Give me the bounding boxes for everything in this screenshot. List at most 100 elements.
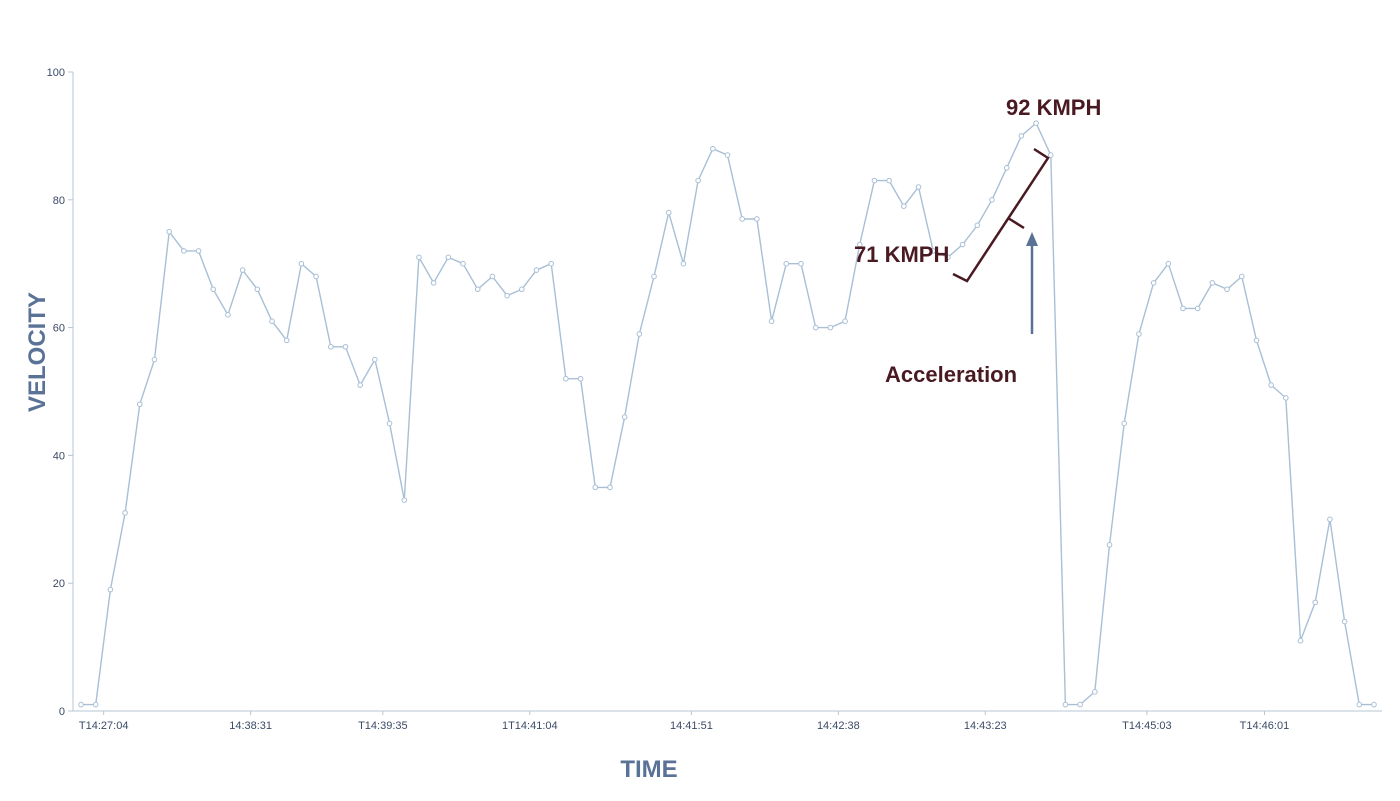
series-layer <box>78 120 1377 708</box>
data-point <box>651 273 657 280</box>
data-point <box>239 267 246 273</box>
data-point <box>533 267 540 273</box>
x-tick-label: T14:46:01 <box>1240 720 1290 732</box>
data-point <box>342 343 349 350</box>
data-point <box>842 318 848 325</box>
data-point <box>92 701 99 708</box>
data-point <box>460 260 466 267</box>
data-point <box>1018 133 1025 139</box>
x-axis-title: TIME <box>620 756 677 783</box>
data-point <box>151 356 158 363</box>
data-point <box>1194 305 1201 312</box>
data-point <box>724 152 731 158</box>
data-point <box>372 356 378 363</box>
data-point <box>783 260 790 267</box>
data-point <box>386 420 393 427</box>
data-point <box>181 248 187 254</box>
data-point <box>695 177 701 184</box>
x-tick-label: 14:41:51 <box>670 720 713 732</box>
data-point <box>915 184 922 190</box>
axes <box>72 72 1382 712</box>
data-point <box>563 375 569 382</box>
data-point <box>871 177 878 184</box>
data-point <box>901 203 907 209</box>
data-point <box>739 216 745 222</box>
data-point <box>768 318 775 325</box>
data-point <box>445 254 452 261</box>
x-tick-label: T14:27:04 <box>79 720 129 732</box>
data-point <box>269 318 275 325</box>
data-point <box>136 401 143 408</box>
y-tick-label: 60 <box>53 323 65 335</box>
data-point <box>1356 701 1363 708</box>
data-point <box>298 260 305 267</box>
data-point <box>886 177 892 184</box>
data-point <box>1224 286 1230 293</box>
x-axis-ticks: T14:27:04 14:38:31 T14:39:35 1T14:41:04 14:4… <box>79 711 1289 732</box>
data-point <box>989 197 995 203</box>
data-point <box>680 260 687 267</box>
data-point <box>665 209 672 216</box>
data-point <box>1268 382 1274 388</box>
peak-velocity-label: 92 KMPH <box>1006 95 1101 120</box>
x-tick-label: T14:45:03 <box>1122 720 1172 732</box>
x-tick-label: 14:42:38 <box>817 720 860 732</box>
data-point <box>313 273 319 280</box>
data-point <box>1121 420 1128 427</box>
data-point <box>1106 542 1113 548</box>
y-tick-label: 20 <box>53 578 65 590</box>
y-axis-ticks: 0 20 40 60 80 100 <box>47 67 73 718</box>
data-point <box>636 331 643 337</box>
data-point <box>210 286 217 293</box>
data-point <box>254 286 261 293</box>
data-point <box>166 228 172 235</box>
data-point <box>1312 599 1319 606</box>
data-point <box>959 241 966 248</box>
data-point <box>930 248 937 254</box>
data-point <box>283 337 290 344</box>
data-point <box>1180 305 1186 312</box>
acceleration-label: Acceleration <box>885 362 1017 387</box>
data-point <box>1297 637 1304 644</box>
y-tick-label: 40 <box>53 450 65 462</box>
data-point <box>1165 260 1172 267</box>
data-point <box>357 382 363 388</box>
data-point <box>1238 273 1245 280</box>
y-tick-label: 0 <box>59 706 65 718</box>
data-point <box>1341 618 1348 625</box>
data-point <box>548 260 554 267</box>
data-point <box>518 286 525 293</box>
y-tick-label: 80 <box>53 195 65 207</box>
data-point <box>710 145 716 152</box>
acceleration-bracket <box>952 147 1050 283</box>
x-tick-label: 1T14:41:04 <box>502 720 558 732</box>
data-point <box>195 248 202 254</box>
data-point <box>225 312 231 318</box>
data-point <box>1253 337 1260 344</box>
data-point <box>1136 331 1142 337</box>
data-point <box>401 497 408 503</box>
y-axis-title: VELOCITY <box>24 292 51 412</box>
x-tick-label: 14:38:31 <box>229 720 272 732</box>
data-point <box>827 324 834 331</box>
x-tick-label: T14:39:35 <box>358 720 408 732</box>
data-point <box>812 324 819 331</box>
data-point <box>798 260 804 267</box>
data-point <box>416 254 422 261</box>
data-point <box>1077 701 1083 708</box>
data-point <box>856 241 863 248</box>
data-point <box>577 375 584 382</box>
data-point <box>621 414 628 420</box>
data-point <box>474 286 481 293</box>
data-point <box>974 222 981 229</box>
data-point <box>504 292 510 299</box>
data-point <box>1092 689 1098 695</box>
data-point <box>122 510 128 516</box>
data-point <box>1047 152 1054 158</box>
data-point <box>1150 280 1157 286</box>
data-point <box>592 484 599 491</box>
data-point <box>1283 395 1289 401</box>
data-point <box>107 586 114 593</box>
data-point <box>1327 516 1333 523</box>
